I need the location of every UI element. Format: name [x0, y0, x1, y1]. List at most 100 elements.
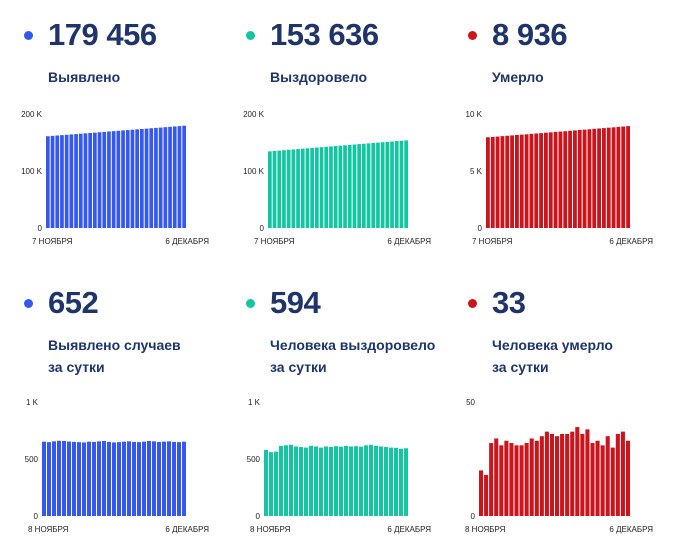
bar	[294, 446, 298, 516]
stat-panel-recovered-total: 153 636 Выздоровело 0 100 K 200 K 7 НОЯБРЯ 6…	[222, 0, 444, 262]
bar	[362, 143, 366, 228]
bar	[77, 442, 81, 516]
bar	[495, 136, 500, 228]
bar	[519, 445, 524, 516]
recovered-total-value: 153 636	[270, 17, 379, 52]
bar	[515, 134, 519, 228]
x-end-label: 6 ДЕКАБРЯ	[165, 525, 209, 534]
bar	[595, 440, 600, 516]
bar	[544, 431, 549, 516]
bar	[349, 446, 353, 516]
bar	[140, 128, 144, 228]
deaths-total-value: 8 936	[492, 17, 568, 52]
bar	[309, 445, 313, 516]
bar	[585, 429, 590, 516]
label-line: Выявлено случаев	[48, 337, 181, 353]
bar	[404, 140, 408, 228]
stat-panel-recovered-daily: 594 Человека выздоровело за сутки 0 500 1 K…	[222, 268, 444, 534]
bar	[399, 448, 403, 516]
bar	[299, 447, 303, 516]
bar	[534, 133, 539, 228]
bar	[88, 132, 92, 228]
deaths-daily-dot-icon	[468, 299, 477, 308]
bar	[97, 441, 101, 516]
bar	[590, 443, 595, 516]
deaths-daily-chart: 0 50 8 НОЯБРЯ 6 ДЕКАБРЯ	[465, 398, 653, 534]
bar	[42, 441, 46, 516]
bar	[162, 441, 166, 516]
bar	[510, 135, 514, 228]
label-line: Человека умерло	[492, 337, 613, 353]
bar	[264, 449, 268, 516]
bar	[182, 125, 186, 228]
bar	[611, 127, 616, 228]
bar	[339, 446, 343, 516]
stat-panel-detected-total: 179 456 Выявлено 0 100 K 200 K 7 НОЯБРЯ 6 ДЕ…	[0, 0, 222, 262]
bar	[305, 148, 310, 228]
x-start-label: 7 НОЯБРЯ	[472, 237, 513, 246]
bar	[149, 128, 154, 228]
bar	[67, 441, 71, 516]
bar	[310, 147, 314, 228]
bar	[534, 440, 539, 516]
y-tick-label: 1 K	[26, 398, 39, 407]
bar	[539, 133, 543, 228]
bar	[484, 474, 489, 516]
bar	[357, 144, 361, 228]
bar	[102, 131, 107, 228]
bar	[62, 440, 66, 516]
bar	[268, 151, 272, 228]
detected-daily-chart: 0 500 1 K 8 НОЯБРЯ 6 ДЕКАБРЯ	[25, 398, 210, 534]
bar	[529, 438, 534, 516]
bar	[314, 446, 318, 516]
bar	[125, 130, 130, 228]
x-end-label: 6 ДЕКАБРЯ	[165, 237, 209, 246]
bar	[329, 447, 333, 516]
bar	[50, 135, 55, 228]
bar	[163, 127, 168, 228]
bar	[394, 447, 398, 516]
bar	[279, 445, 283, 516]
bar	[338, 145, 343, 228]
bar	[333, 146, 338, 228]
bar	[154, 127, 158, 228]
detected-total-label: Выявлено	[48, 66, 120, 88]
bar	[286, 149, 291, 228]
bar	[111, 131, 116, 228]
detected-daily-value: 652	[48, 285, 99, 320]
y-tick-label: 200 K	[243, 110, 265, 119]
bar	[587, 129, 592, 228]
deaths-daily-label: Человека умерло за сутки	[492, 334, 613, 378]
recovered-daily-label: Человека выздоровело за сутки	[270, 334, 435, 378]
label-line: за сутки	[270, 359, 327, 375]
bar	[117, 442, 121, 516]
bar	[565, 433, 570, 516]
bar	[74, 134, 78, 228]
bar	[64, 134, 69, 228]
x-end-label: 6 ДЕКАБРЯ	[609, 525, 653, 534]
bar	[352, 144, 357, 228]
bar	[519, 134, 524, 228]
bar	[524, 443, 529, 516]
bar	[112, 442, 116, 516]
bar	[334, 446, 338, 516]
x-end-label: 6 ДЕКАБРЯ	[609, 237, 653, 246]
y-tick-label: 0	[256, 512, 261, 521]
bar	[69, 134, 74, 228]
bar	[137, 442, 141, 516]
bar	[600, 445, 605, 516]
bar	[494, 438, 499, 516]
bar	[272, 150, 277, 228]
bar	[300, 148, 305, 228]
bar	[324, 446, 328, 516]
label-line: Выявлено	[48, 69, 121, 85]
label-line: за сутки	[48, 359, 105, 375]
recovered-daily-chart: 0 500 1 K 8 НОЯБРЯ 6 ДЕКАБРЯ	[247, 398, 432, 534]
label-line: Умерло	[492, 69, 544, 85]
bar	[135, 129, 139, 228]
bar	[284, 445, 288, 516]
bar	[504, 440, 509, 516]
bar	[354, 446, 358, 516]
recovered-daily-value: 594	[270, 285, 321, 320]
bar	[555, 436, 560, 516]
